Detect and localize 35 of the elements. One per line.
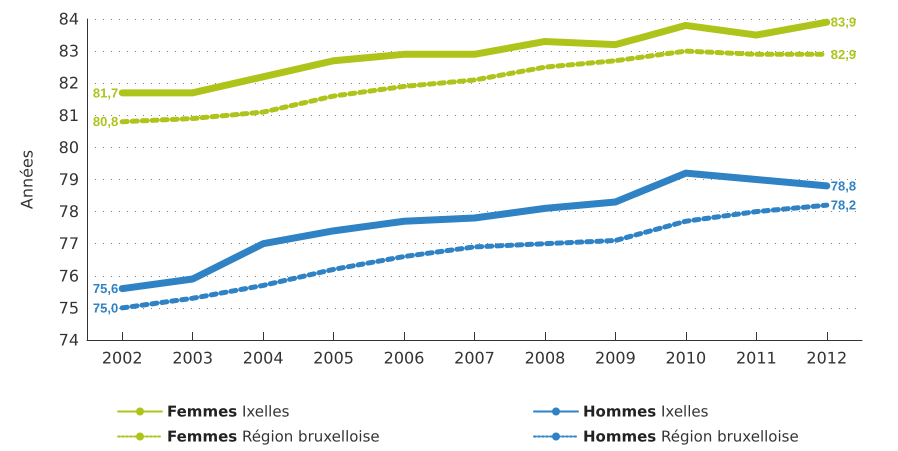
y-tick-label: 75 bbox=[58, 298, 79, 318]
y-tick-label: 78 bbox=[58, 202, 79, 222]
data-label: 82,9 bbox=[830, 46, 856, 62]
y-tick-label: 79 bbox=[58, 170, 79, 189]
data-label: 80,8 bbox=[92, 114, 118, 130]
x-tick-label: 2005 bbox=[313, 348, 354, 368]
y-tick-label: 84 bbox=[58, 10, 79, 28]
data-label: 75,0 bbox=[92, 300, 118, 316]
x-tick-label: 2012 bbox=[806, 348, 848, 368]
y-tick-label: 80 bbox=[58, 138, 79, 157]
y-tick-label: 81 bbox=[58, 106, 79, 125]
y-tick-label: 77 bbox=[58, 234, 79, 254]
y-tick-label: 83 bbox=[58, 42, 79, 61]
data-label: 81,7 bbox=[92, 85, 118, 100]
x-tick-label: 2007 bbox=[454, 348, 495, 368]
legend-label: Femmes Ixelles bbox=[167, 402, 290, 420]
y-tick-label: 76 bbox=[58, 266, 79, 286]
data-label: 78,8 bbox=[830, 178, 856, 194]
x-tick-label: 2002 bbox=[102, 348, 143, 368]
x-tick-label: 2003 bbox=[172, 348, 214, 368]
x-tick-label: 2004 bbox=[242, 348, 284, 368]
x-tick-label: 2008 bbox=[524, 348, 566, 368]
data-label: 75,6 bbox=[92, 281, 118, 296]
x-tick-label: 2010 bbox=[666, 348, 706, 368]
data-label: 83,9 bbox=[830, 14, 856, 30]
legend-label: Femmes Région bruxelloise bbox=[167, 428, 380, 446]
y-tick-label: 74 bbox=[58, 330, 79, 350]
x-tick-label: 2009 bbox=[595, 348, 636, 368]
x-tick-label: 2011 bbox=[736, 348, 777, 368]
legend-label: Hommes Ixelles bbox=[583, 402, 709, 420]
data-label: 78,2 bbox=[830, 198, 856, 213]
y-tick-label: 82 bbox=[58, 74, 79, 93]
x-tick-label: 2006 bbox=[384, 348, 424, 368]
legend-label: Hommes Région bruxelloise bbox=[583, 428, 799, 446]
y-axis-title: Années bbox=[18, 150, 36, 210]
